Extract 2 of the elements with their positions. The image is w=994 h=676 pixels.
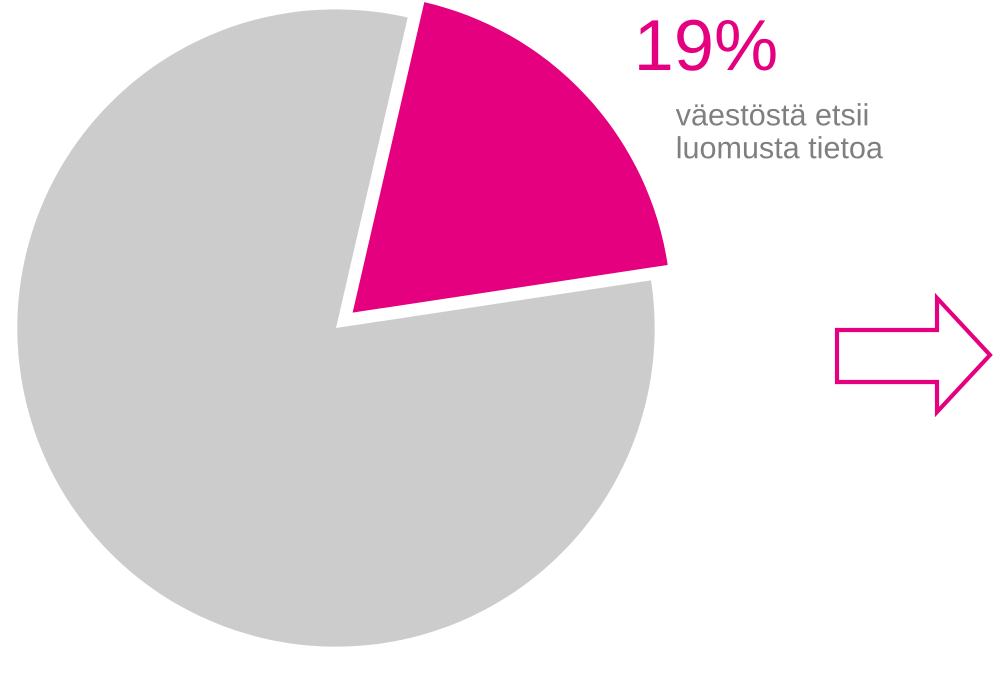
slice-label: väestöstä etsii luomusta tietoa	[676, 103, 883, 159]
data-label: 19%	[639, 20, 776, 71]
